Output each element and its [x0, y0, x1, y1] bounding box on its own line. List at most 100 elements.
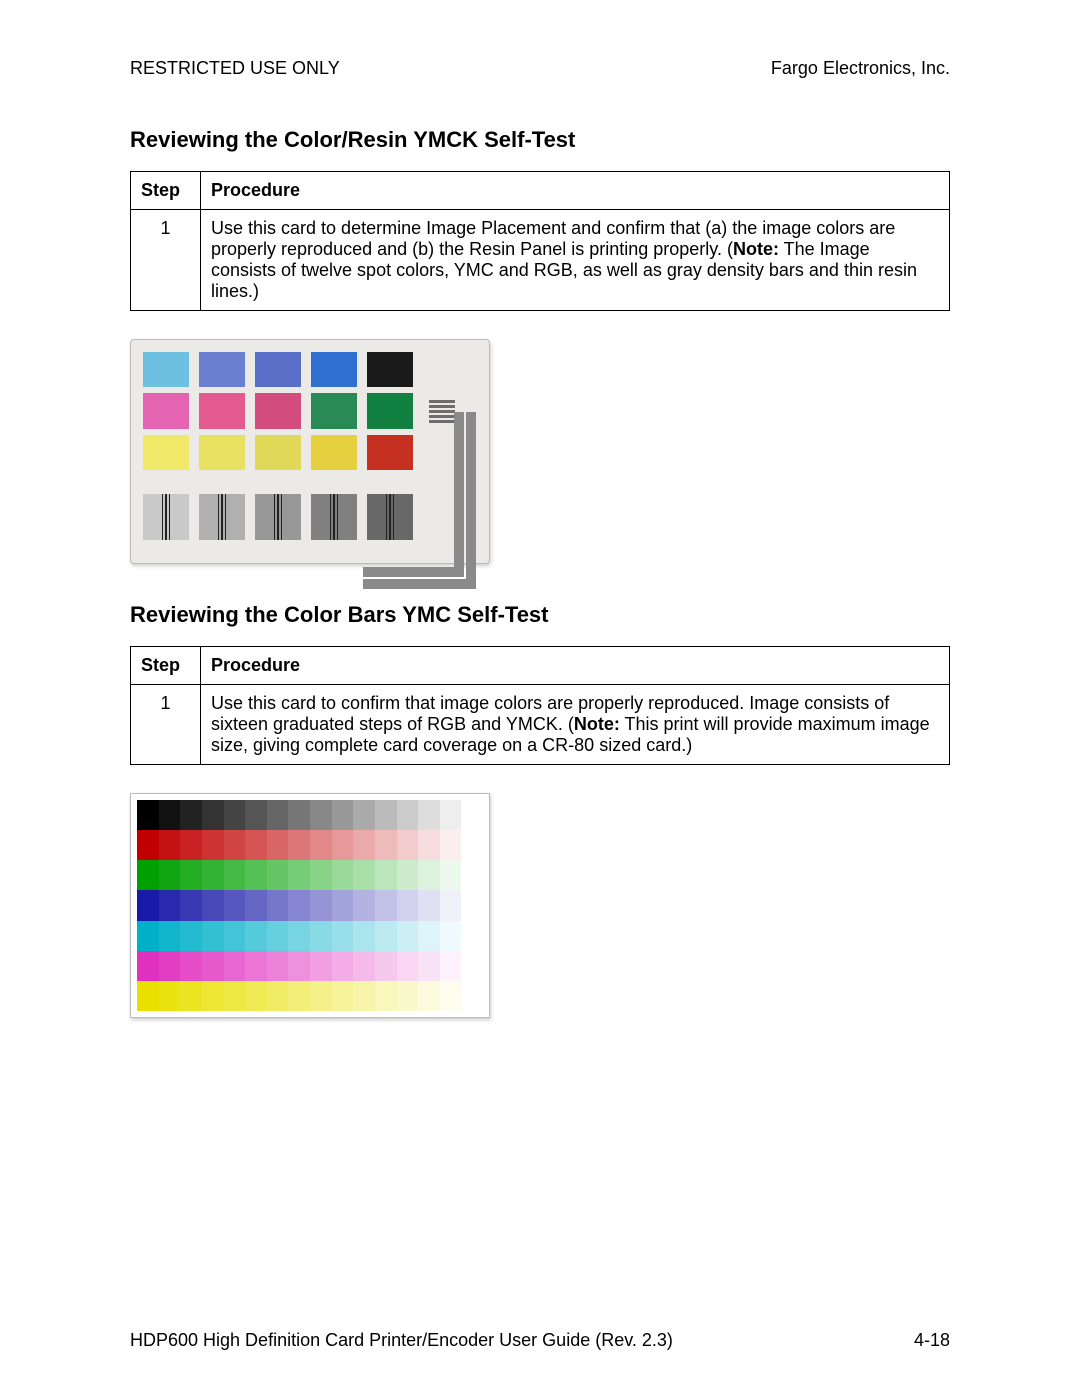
gradient-row: [137, 800, 483, 830]
gradient-step: [332, 890, 354, 920]
step-number: 1: [131, 685, 201, 765]
gradient-step: [224, 830, 246, 860]
gradient-step: [418, 951, 440, 981]
resin-lines: [161, 494, 171, 540]
gradient-step: [440, 830, 462, 860]
gradient-step: [310, 800, 332, 830]
gradient-step: [288, 830, 310, 860]
gradient-step: [245, 921, 267, 951]
gradient-step: [245, 830, 267, 860]
gradient-step: [224, 951, 246, 981]
header-left: RESTRICTED USE ONLY: [130, 58, 340, 79]
procedure-text: Use this card to confirm that image colo…: [201, 685, 950, 765]
color-swatch: [199, 435, 245, 470]
gradient-step: [440, 951, 462, 981]
gradient-step: [397, 860, 419, 890]
color-swatch: [311, 435, 357, 470]
gradient-step: [267, 951, 289, 981]
gradient-step: [288, 981, 310, 1011]
gradient-step: [310, 890, 332, 920]
ymck-test-card: [130, 339, 490, 564]
gradient-step: [245, 981, 267, 1011]
note-label: Note:: [733, 239, 779, 259]
gradient-step: [202, 981, 224, 1011]
gradient-step: [180, 981, 202, 1011]
gradient-step: [224, 860, 246, 890]
gradient-step: [288, 860, 310, 890]
gradient-step: [202, 951, 224, 981]
gradient-step: [159, 860, 181, 890]
table-row: 1 Use this card to confirm that image co…: [131, 685, 950, 765]
section1-title: Reviewing the Color/Resin YMCK Self-Test: [130, 127, 950, 153]
gradient-step: [461, 830, 483, 860]
gradient-step: [440, 800, 462, 830]
color-swatch: [199, 352, 245, 387]
gradient-step: [310, 860, 332, 890]
gradient-step: [137, 921, 159, 951]
gradient-step: [440, 981, 462, 1011]
gradient-step: [224, 890, 246, 920]
gradient-step: [224, 921, 246, 951]
gradient-step: [288, 921, 310, 951]
gradient-step: [137, 951, 159, 981]
gradient-step: [267, 800, 289, 830]
gray-density-square: [311, 494, 357, 540]
col-step: Step: [131, 647, 201, 685]
gradient-step: [353, 830, 375, 860]
resin-lines: [329, 494, 339, 540]
color-column: [199, 352, 245, 470]
gradient-step: [202, 921, 224, 951]
gradient-step: [288, 800, 310, 830]
col-step: Step: [131, 172, 201, 210]
step-number: 1: [131, 210, 201, 311]
gradient-step: [267, 981, 289, 1011]
gradient-step: [159, 800, 181, 830]
color-swatch: [143, 393, 189, 428]
gradient-step: [310, 951, 332, 981]
gradient-step: [440, 860, 462, 890]
gradient-step: [353, 860, 375, 890]
gradient-step: [180, 951, 202, 981]
resin-lines: [273, 494, 283, 540]
gradient-step: [461, 921, 483, 951]
gradient-step: [180, 890, 202, 920]
gradient-step: [224, 800, 246, 830]
gradient-step: [137, 800, 159, 830]
gradient-step: [332, 921, 354, 951]
gradient-step: [332, 981, 354, 1011]
gradient-step: [353, 800, 375, 830]
gradient-step: [461, 890, 483, 920]
gradient-step: [397, 830, 419, 860]
gradient-step: [461, 860, 483, 890]
gradient-step: [180, 830, 202, 860]
gradient-step: [267, 890, 289, 920]
gradient-step: [202, 800, 224, 830]
gradient-step: [159, 830, 181, 860]
gradient-step: [245, 800, 267, 830]
gradient-step: [332, 830, 354, 860]
color-column: [311, 352, 357, 470]
color-swatch: [143, 435, 189, 470]
gradient-step: [267, 921, 289, 951]
gradient-step: [180, 860, 202, 890]
gradient-step: [397, 981, 419, 1011]
color-swatch: [199, 393, 245, 428]
gradient-step: [332, 800, 354, 830]
gradient-step: [202, 890, 224, 920]
gradient-step: [332, 951, 354, 981]
gradient-step: [159, 890, 181, 920]
procedure-text: Use this card to determine Image Placeme…: [201, 210, 950, 311]
color-swatch: [255, 352, 301, 387]
gradient-step: [418, 921, 440, 951]
gradient-row: [137, 981, 483, 1011]
gradient-step: [159, 951, 181, 981]
gradient-step: [224, 981, 246, 1011]
gradient-step: [137, 981, 159, 1011]
gradient-step: [353, 890, 375, 920]
gradient-step: [375, 860, 397, 890]
gradient-step: [418, 981, 440, 1011]
gradient-step: [267, 830, 289, 860]
gradient-step: [180, 921, 202, 951]
gray-density-square: [255, 494, 301, 540]
gradient-step: [440, 890, 462, 920]
